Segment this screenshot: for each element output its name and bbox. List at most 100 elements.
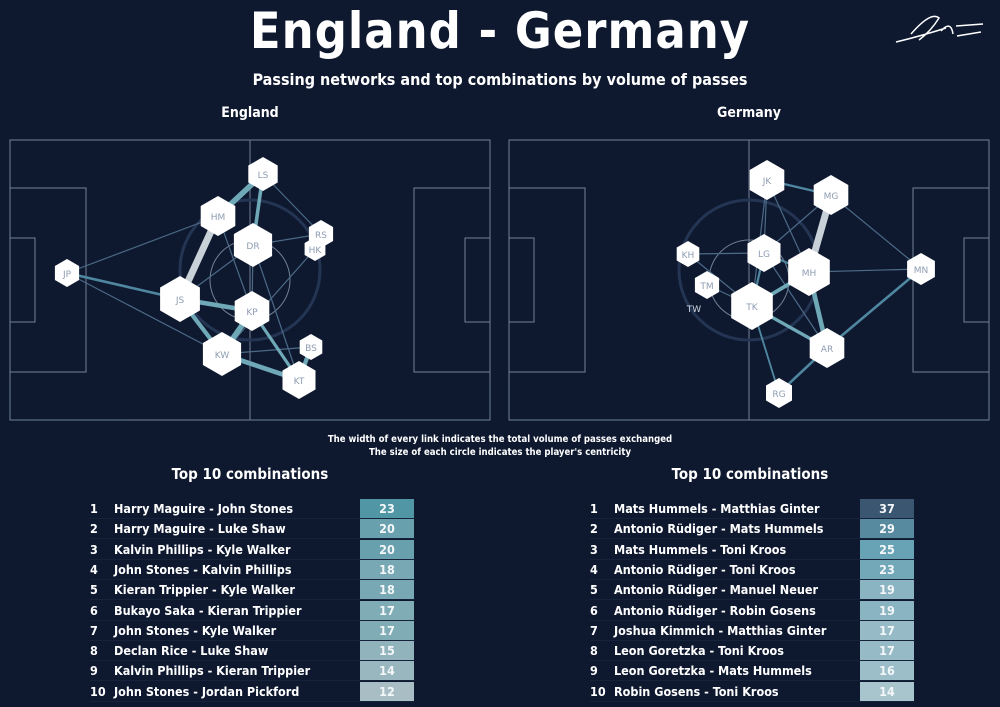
pass-count: 20 [360,519,414,539]
pass-link [252,244,300,381]
table-row: 4 John Stones - Kalvin Phillips 18 [90,559,415,580]
player-label-KH: KH [682,251,695,261]
rank: 5 [90,582,98,598]
player-label-MH: MH [802,269,817,279]
rank: 1 [90,501,98,516]
pass-link [66,215,219,274]
table-row: 9 Leon Goretzka - Mats Hummels 16 [590,661,915,682]
table-row: 6 Antonio Rüdiger - Robin Gosens 19 [590,600,915,621]
player-label-TM: TM [699,282,713,292]
note-circle-size: The size of each circle indicates the pl… [368,447,632,458]
pitch-lines [9,139,491,421]
team-crest-watermark [178,198,322,342]
combination: Kalvin Phillips - Kyle Walker [114,541,291,557]
rank: 2 [90,521,98,537]
england-passing-network: LS HM DR RS HK JP JS KP KW BS KT [9,139,491,421]
combination: Mats Hummels - Matthias Ginter [614,501,820,516]
player-node-TM [694,271,720,299]
combination: Robin Gosens - Toni Kroos [614,683,779,699]
player-node-KW [202,332,242,376]
combination: Antonio Rüdiger - Robin Gosens [614,602,816,618]
rank: 10 [90,683,106,699]
player-node-JK [749,160,785,200]
table-row: 2 Antonio Rüdiger - Mats Hummels 29 [590,519,915,540]
combination: Harry Maguire - John Stones [114,501,294,516]
player-label-LS: LS [258,171,269,181]
table-row: 1 Harry Maguire - John Stones 23 [90,499,415,519]
pass-link [763,252,828,349]
player-label-MN: MN [914,266,929,276]
pass-count: 17 [860,620,914,640]
player-label-HM: HM [211,213,226,223]
table-row: 1 Mats Hummels - Matthias Ginter 37 [590,499,915,519]
table-row: 5 Antonio Rüdiger - Manuel Neuer 19 [590,580,915,601]
player-node-KP [234,291,270,331]
rank: 8 [90,643,98,659]
combination: Declan Rice - Luke Shaw [114,643,269,659]
subtitle: Passing networks and top combinations by… [252,70,748,89]
pass-link [66,272,223,355]
table-row: 10 John Stones - Jordan Pickford 12 [90,681,415,702]
germany-passing-network: JK MG KH LG MH MN TM TW TK AR RG [508,139,990,421]
player-label-KT: KT [294,377,305,387]
player-label-AR: AR [821,345,833,355]
page-title: England - Germany [249,2,751,60]
note-link-width: The width of every link indicates the to… [327,434,673,445]
pass-count: 19 [860,580,914,600]
rank: 6 [590,602,598,618]
pass-count: 17 [860,641,914,661]
player-node-HK [304,237,326,261]
combination: John Stones - Kalvin Phillips [114,561,292,577]
table-row: 7 John Stones - Kyle Walker 17 [90,620,415,641]
combination: Leon Goretzka - Toni Kroos [614,643,784,659]
rank: 9 [90,663,98,679]
player-node-JP [54,259,80,287]
rank: 7 [590,622,598,638]
rank: 4 [90,561,98,577]
player-node-AR [809,328,845,368]
combination: Joshua Kimmich - Matthias Ginter [614,622,827,638]
pass-count: 19 [860,600,914,620]
combination: Antonio Rüdiger - Toni Kroos [614,561,796,577]
pass-count: 15 [360,641,414,661]
combination: Bukayo Saka - Kieran Trippier [114,602,302,618]
combination: Harry Maguire - Luke Shaw [114,521,286,537]
player-node-MN [907,253,935,285]
table-row: 8 Declan Rice - Luke Shaw 15 [90,641,415,662]
table-row: 8 Leon Goretzka - Toni Kroos 17 [590,641,915,662]
player-label-RS: RS [315,231,327,241]
combination: Kieran Trippier - Kyle Walker [114,582,295,598]
table-row: 6 Bukayo Saka - Kieran Trippier 17 [90,600,415,621]
england-table-title: Top 10 combinations [171,465,329,483]
pass-count: 20 [360,539,414,559]
table-row: 2 Harry Maguire - Luke Shaw 20 [90,519,415,540]
pass-count: 18 [360,559,414,579]
player-node-HM [200,196,236,236]
pass-count: 29 [860,519,914,539]
combination: Kalvin Phillips - Kieran Trippier [114,663,311,679]
player-label-RG: RG [772,390,785,400]
player-node-KT [282,361,316,399]
player-label-KP: KP [246,308,258,318]
player-node-MH [788,248,830,296]
pass-count: 14 [860,681,914,701]
rank: 1 [590,501,598,516]
signature-logo [895,15,984,43]
table-row: 7 Joshua Kimmich - Matthias Ginter 17 [590,620,915,641]
player-node-MG [813,175,849,215]
player-label-BS: BS [305,344,317,354]
player-node-RG [766,378,792,408]
rank: 10 [590,683,606,699]
pass-count: 14 [360,661,414,681]
player-label-MG: MG [824,192,839,202]
pass-count: 16 [860,661,914,681]
table-row: 10 Robin Gosens - Toni Kroos 14 [590,681,915,702]
rank: 8 [590,643,598,659]
combination: Mats Hummels - Toni Kroos [614,541,787,557]
table-row: 4 Antonio Rüdiger - Toni Kroos 23 [590,559,915,580]
rank: 7 [90,622,98,638]
pass-count: 23 [360,499,414,518]
germany-table-title: Top 10 combinations [671,465,829,483]
player-label-KW: KW [215,351,230,361]
table-row: 3 Kalvin Phillips - Kyle Walker 20 [90,539,415,560]
